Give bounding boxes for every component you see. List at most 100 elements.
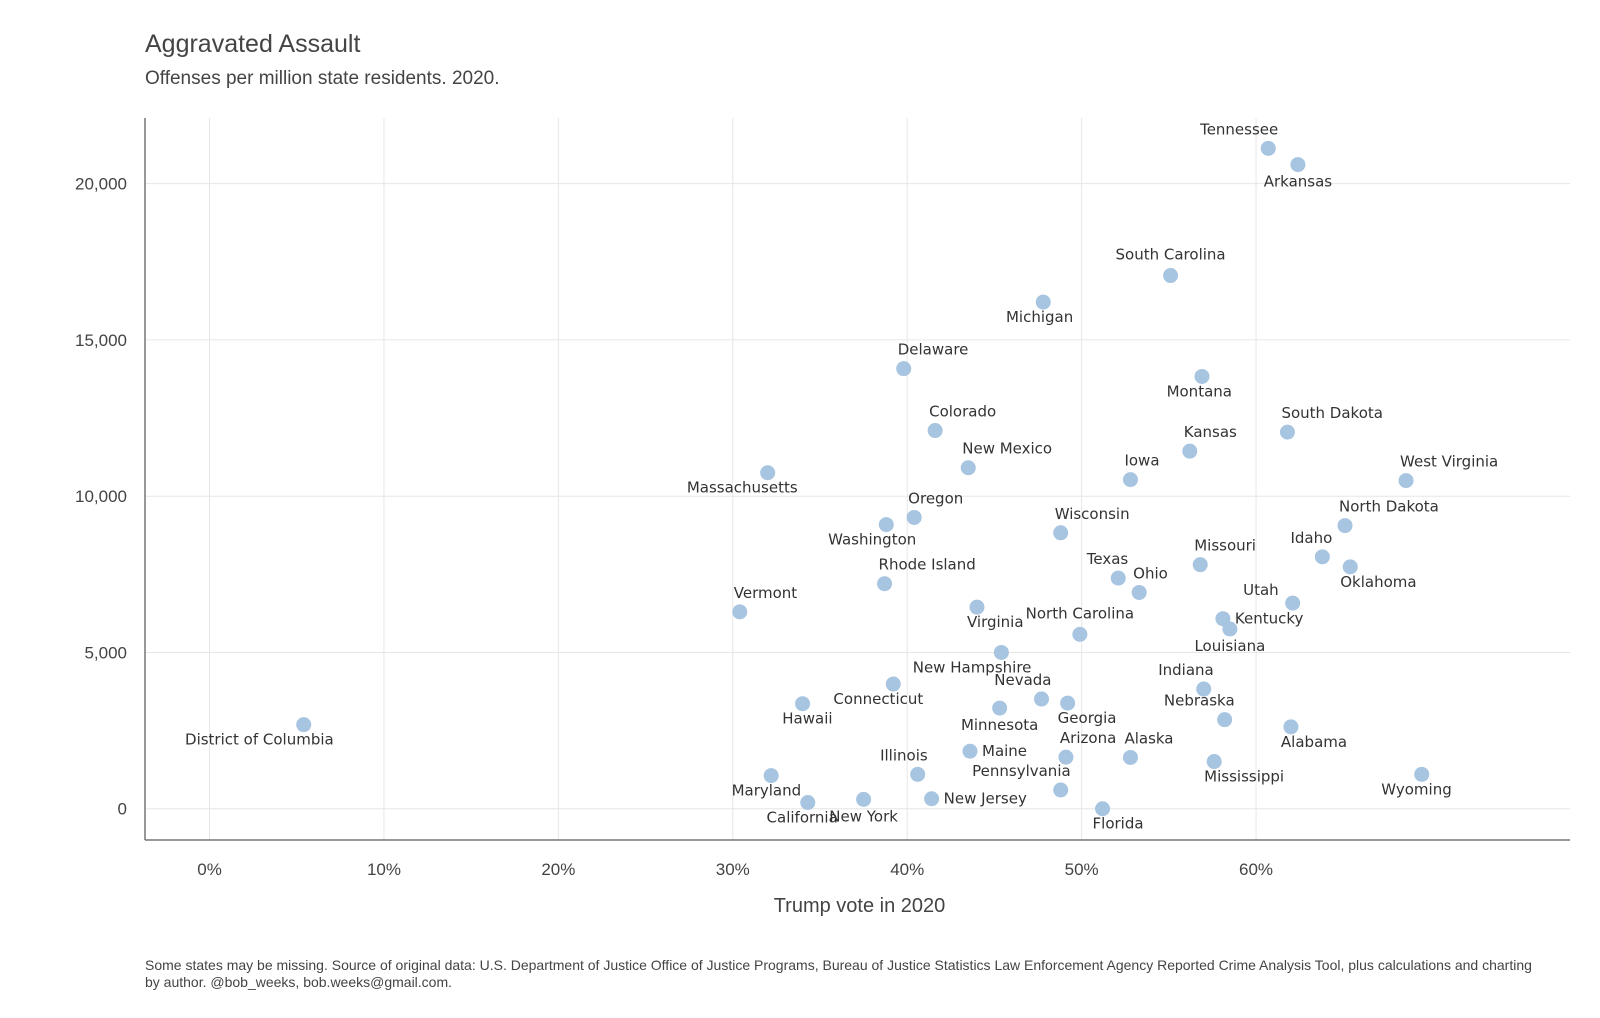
point-label: Massachusetts xyxy=(687,479,798,497)
data-point xyxy=(1035,294,1051,310)
data-point xyxy=(910,766,926,782)
point-label: New Jersey xyxy=(944,790,1027,808)
data-point xyxy=(1196,681,1212,697)
data-point xyxy=(1222,621,1238,637)
point-label: Louisiana xyxy=(1194,637,1265,655)
data-point xyxy=(1182,443,1198,459)
point-label: Arkansas xyxy=(1264,173,1333,191)
point-label: Wisconsin xyxy=(1055,505,1130,523)
data-point xyxy=(1194,368,1210,384)
data-point xyxy=(1260,140,1276,156)
point-label: Vermont xyxy=(734,584,798,602)
point-label: West Virginia xyxy=(1400,453,1498,471)
point-label: Connecticut xyxy=(833,690,923,708)
data-point xyxy=(1285,595,1301,611)
point-label: Mississippi xyxy=(1204,768,1284,786)
point-label: Hawaii xyxy=(782,710,832,728)
point-label: Virginia xyxy=(967,613,1024,631)
data-point xyxy=(906,509,922,525)
point-label: Delaware xyxy=(898,341,969,359)
point-label: Oklahoma xyxy=(1340,573,1416,591)
chart-subtitle: Offenses per million state residents. 20… xyxy=(145,68,500,89)
data-point xyxy=(1283,719,1299,735)
point-label: Montana xyxy=(1167,382,1232,400)
data-point xyxy=(992,700,1008,716)
x-axis-title: Trump vote in 2020 xyxy=(774,895,946,917)
data-point xyxy=(878,517,894,533)
point-label: Idaho xyxy=(1290,529,1332,547)
data-point xyxy=(1131,584,1147,600)
data-point xyxy=(1122,472,1138,488)
label-layer: Tennessee Arkansas South Carolina Michigan D… xyxy=(185,120,1498,832)
point-label: Maryland xyxy=(732,782,802,800)
y-tick-label: 5,000 xyxy=(84,643,127,662)
data-point xyxy=(1095,801,1111,817)
point-label: Nevada xyxy=(994,671,1051,689)
data-point xyxy=(1072,626,1088,642)
data-point xyxy=(1053,782,1069,798)
x-tick-label: 0% xyxy=(197,860,222,879)
x-tick-label: 20% xyxy=(541,860,575,879)
point-label: Colorado xyxy=(929,403,996,421)
data-point xyxy=(1314,549,1330,565)
point-label: Alaska xyxy=(1124,729,1173,747)
data-point xyxy=(763,768,779,784)
data-point xyxy=(877,576,893,592)
y-tick-label: 10,000 xyxy=(75,487,127,506)
point-label: Missouri xyxy=(1194,537,1256,555)
data-point xyxy=(1122,749,1138,765)
point-label: South Carolina xyxy=(1116,246,1226,264)
point-label: Illinois xyxy=(880,746,928,764)
data-point xyxy=(1337,518,1353,534)
axis-layer: 0% 10% 20% 30% 40% 50% 60% 0 5,000 10,000 15,000 20… xyxy=(75,118,1570,879)
source-caption: Some states may be missing. Source of or… xyxy=(145,957,1532,990)
point-label: Minnesota xyxy=(961,716,1038,734)
data-point xyxy=(1398,473,1414,489)
data-point xyxy=(1290,157,1306,173)
point-label: New Hampshire xyxy=(913,658,1032,676)
point-label: Maine xyxy=(982,742,1027,760)
point-label: California xyxy=(767,808,838,826)
data-point xyxy=(1110,570,1126,586)
point-label: Nebraska xyxy=(1164,692,1235,710)
data-point xyxy=(993,644,1009,660)
point-label: Florida xyxy=(1093,815,1144,833)
point-label: Rhode Island xyxy=(879,556,976,574)
point-label: Wyoming xyxy=(1381,780,1451,798)
point-label: Michigan xyxy=(1006,308,1073,326)
point-label: Utah xyxy=(1243,581,1279,599)
point-label: Washington xyxy=(828,531,916,549)
x-tick-label: 60% xyxy=(1239,860,1273,879)
data-point xyxy=(800,794,816,810)
point-label: Texas xyxy=(1086,550,1129,568)
point-label: Pennsylvania xyxy=(972,762,1071,780)
data-point xyxy=(1279,424,1295,440)
y-tick-label: 15,000 xyxy=(75,331,127,350)
data-point xyxy=(924,791,940,807)
point-label: New York xyxy=(829,807,898,825)
x-tick-label: 50% xyxy=(1065,860,1099,879)
data-point xyxy=(1217,712,1233,728)
x-tick-label: 40% xyxy=(890,860,924,879)
data-point xyxy=(296,717,312,733)
point-label: Arizona xyxy=(1060,729,1116,747)
data-point xyxy=(1058,749,1074,765)
data-point xyxy=(760,465,776,481)
point-label: Iowa xyxy=(1124,452,1159,470)
point-label: South Dakota xyxy=(1281,404,1383,422)
data-point xyxy=(1034,691,1050,707)
data-point xyxy=(1053,525,1069,541)
point-label: Kentucky xyxy=(1235,610,1304,628)
scatter-plot: 0% 10% 20% 30% 40% 50% 60% 0 5,000 10,000 15,000 20… xyxy=(75,118,1570,917)
point-label: Kansas xyxy=(1184,423,1237,441)
point-label: North Dakota xyxy=(1339,498,1439,516)
grid-layer xyxy=(145,118,1570,840)
point-label: District of Columbia xyxy=(185,731,334,749)
data-point xyxy=(885,676,901,692)
data-point xyxy=(1342,559,1358,575)
data-point xyxy=(732,604,748,620)
point-layer xyxy=(296,140,1430,817)
data-point xyxy=(896,361,912,377)
data-point xyxy=(1206,754,1222,770)
data-point xyxy=(795,696,811,712)
